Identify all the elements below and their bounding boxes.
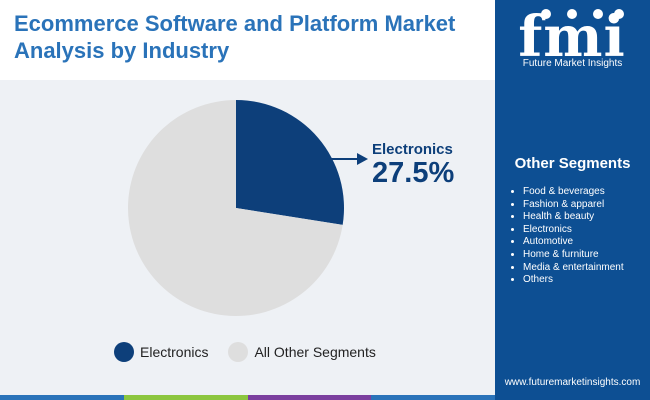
list-item: Electronics <box>523 224 624 237</box>
list-item: Health & beauty <box>523 211 624 224</box>
legend-label-electronics: Electronics <box>140 344 209 360</box>
list-item: Others <box>523 274 624 287</box>
chart-area <box>0 80 495 395</box>
legend-item-electronics: Electronics <box>114 342 208 362</box>
pie-slice-all-other-segments <box>128 100 343 316</box>
color-bar-segment <box>123 395 248 400</box>
list-item: Food & beverages <box>523 186 624 199</box>
color-bar-segment <box>0 395 124 400</box>
color-bar-segment <box>247 395 372 400</box>
list-item: Media & entertainment <box>523 262 624 275</box>
callout-value: 27.5% <box>372 157 455 189</box>
fmi-logo: fmi <box>518 4 625 70</box>
color-bar-segment <box>371 395 495 400</box>
list-item: Automotive <box>523 236 624 249</box>
list-item: Home & furniture <box>523 249 624 262</box>
callout-label: Electronics <box>372 141 453 158</box>
logo-dot-icon <box>567 9 577 19</box>
header: Ecommerce Software and Platform Market A… <box>0 0 495 80</box>
logo-dot-icon <box>541 9 551 19</box>
brand-name: Future Market Insights <box>522 58 623 69</box>
legend-label-others: All Other Segments <box>254 344 376 360</box>
website-link[interactable]: www.futuremarketinsights.com <box>504 377 641 388</box>
chart-legend: Electronics All Other Segments <box>114 342 396 362</box>
color-bar <box>0 395 495 400</box>
page-title: Ecommerce Software and Platform Market A… <box>14 11 456 63</box>
pie-chart <box>128 100 368 316</box>
logo-dot-icon <box>614 9 624 19</box>
other-segments-title: Other Segments <box>514 155 631 172</box>
logo-dot-icon <box>593 9 603 19</box>
sidebar: fmi Future Market Insights Other Segment… <box>495 0 650 400</box>
legend-swatch-others <box>228 342 249 362</box>
other-segments-list: Food & beverages Fashion & apparel Healt… <box>509 186 624 287</box>
pie-slice-electronics <box>236 100 344 225</box>
legend-swatch-electronics <box>114 342 134 362</box>
list-item: Fashion & apparel <box>523 199 624 212</box>
callout-arrow-icon <box>357 153 368 165</box>
legend-item-others: All Other Segments <box>228 342 376 362</box>
